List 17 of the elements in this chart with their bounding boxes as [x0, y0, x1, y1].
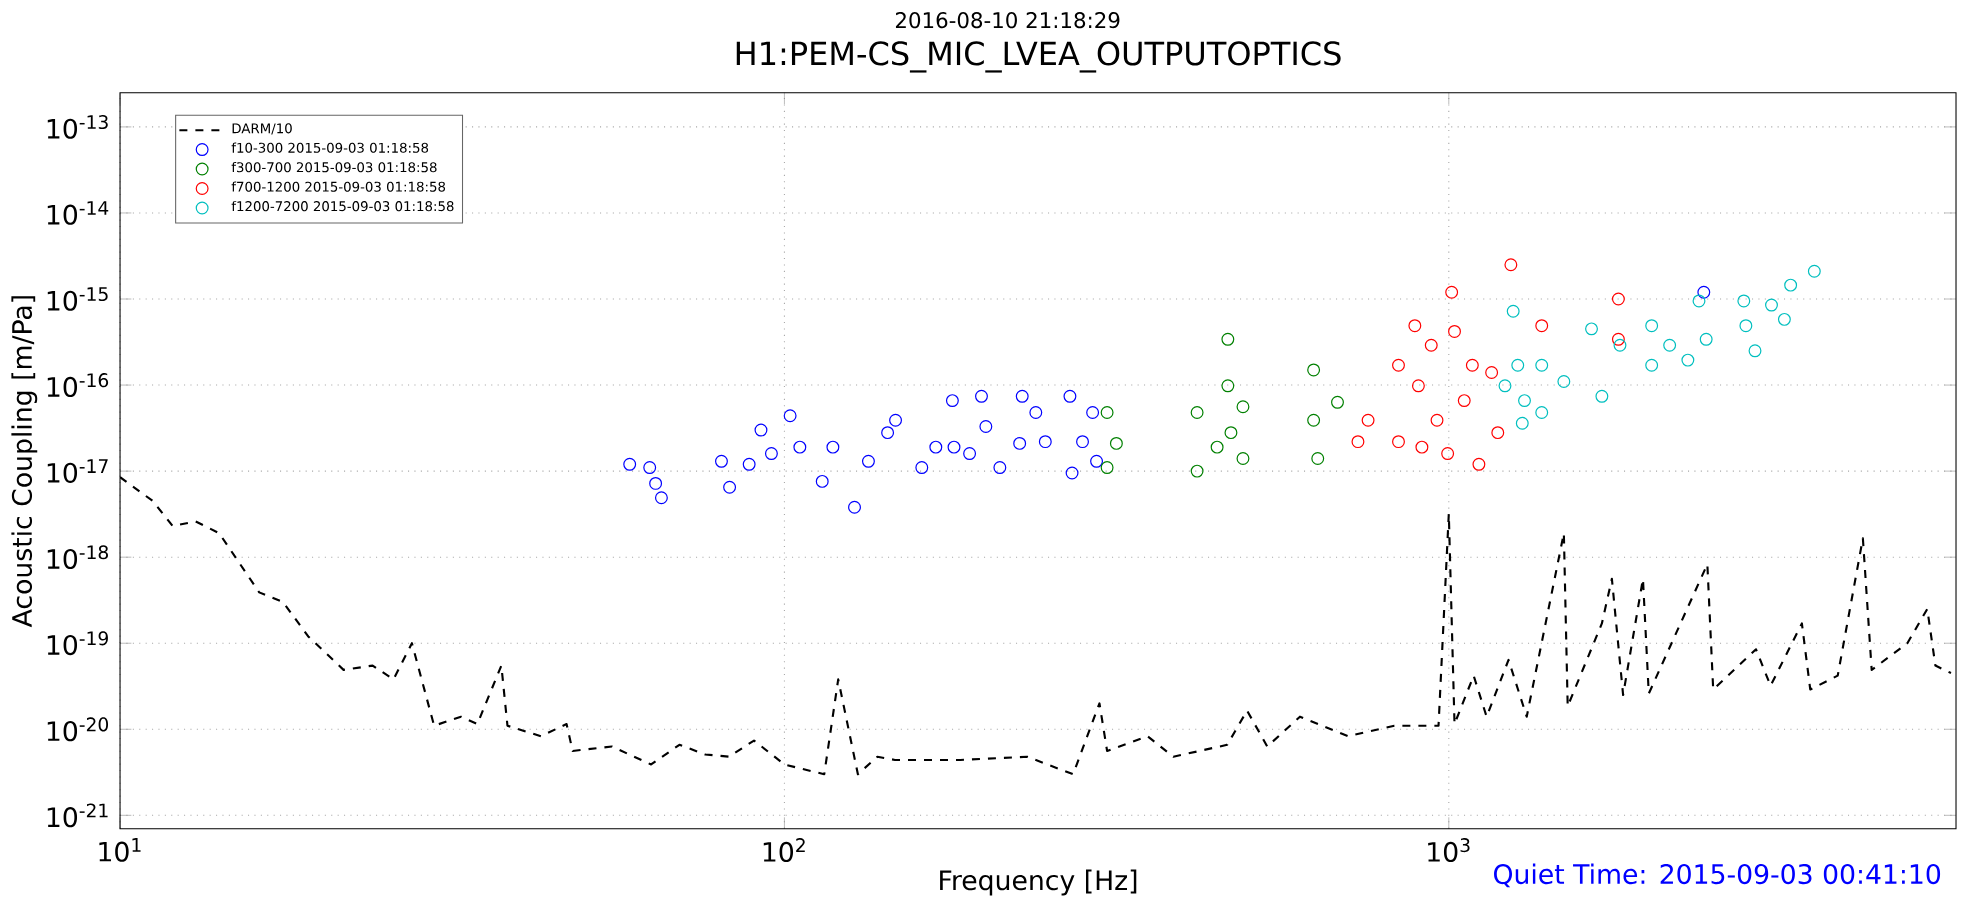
x-tick-label: 10$^{2}$	[763, 838, 805, 862]
text: Quiet Time: 2015-09-03 00:41:10	[1494, 863, 1941, 888]
x-axis-title: Frequency [Hz]	[940, 869, 1137, 896]
y-tick-label: 10$^{-14}$	[47, 201, 109, 225]
x-tick-label: 10$^{1}$	[99, 838, 141, 862]
y-tick-label: 10$^{-15}$	[47, 287, 108, 311]
y-tick-label: 10$^{-13}$	[47, 114, 108, 139]
y-tick-label: 10$^{-16}$	[47, 373, 109, 398]
y-tick-label: 10$^{-19}$	[47, 631, 108, 656]
y-tick-label: 10$^{-18}$	[47, 545, 108, 570]
chart-title: H1:PEM-CS_MIC_LVEA_OUTPUTOPTICS	[736, 41, 1341, 73]
y-tick-label: 10$^{-21}$	[47, 803, 108, 828]
y-axis-title: Acoustic Coupling [m/Pa]	[11, 296, 38, 628]
y-tick-label: 10$^{-17}$	[47, 459, 108, 483]
text: 2016-08-10 21:18:29	[895, 12, 1120, 29]
x-tick-label: 10$^{3}$	[1428, 838, 1470, 862]
y-tick-label: 10$^{-20}$	[47, 717, 109, 742]
